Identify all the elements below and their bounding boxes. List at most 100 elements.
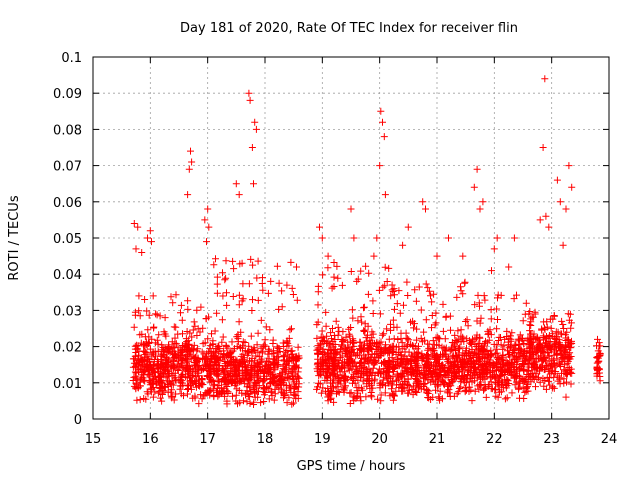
data-point [379, 283, 387, 291]
data-point [482, 393, 490, 401]
data-point [213, 280, 221, 288]
data-point [516, 364, 524, 372]
data-point [387, 292, 395, 300]
x-tick-label: 22 [486, 432, 503, 447]
data-point [562, 334, 570, 342]
data-point [251, 118, 259, 126]
data-point [240, 397, 247, 405]
data-point [459, 333, 467, 341]
data-point [184, 297, 192, 305]
data-point [132, 384, 140, 392]
data-point [439, 300, 447, 308]
data-point [393, 300, 401, 308]
data-point [330, 273, 338, 281]
data-point [254, 257, 262, 265]
data-point [429, 345, 437, 353]
x-axis-label: GPS time / hours [297, 459, 406, 474]
data-point [381, 191, 389, 199]
data-point [211, 359, 219, 367]
data-point [521, 388, 529, 396]
data-point [593, 353, 601, 361]
data-point [256, 375, 264, 383]
data-point [283, 347, 291, 354]
data-point [144, 234, 151, 242]
data-point [545, 352, 553, 360]
data-point [369, 297, 377, 305]
data-point [318, 359, 326, 367]
data-point [251, 388, 259, 396]
data-point [474, 291, 482, 299]
data-point [449, 352, 457, 360]
data-point [436, 387, 444, 395]
data-point [248, 144, 256, 151]
data-point [314, 346, 322, 354]
data-point [540, 356, 548, 364]
data-point [133, 396, 141, 404]
data-point [463, 316, 471, 324]
data-point [556, 380, 564, 388]
data-point [130, 323, 138, 331]
data-point [143, 388, 151, 396]
data-point [471, 387, 479, 395]
data-point [445, 234, 452, 242]
data-point [324, 264, 332, 272]
data-point [404, 341, 411, 349]
data-point [454, 362, 462, 370]
data-point [142, 395, 150, 403]
data-point [318, 337, 326, 345]
data-point [475, 350, 483, 358]
data-point [279, 339, 287, 347]
data-point [220, 375, 228, 382]
data-point [169, 381, 177, 389]
data-point [533, 369, 541, 377]
data-point [148, 370, 156, 378]
data-point [349, 346, 357, 354]
data-point [374, 395, 382, 403]
data-point [405, 382, 413, 390]
data-point [395, 287, 403, 295]
x-tick-label: 18 [257, 432, 274, 447]
data-point [232, 397, 240, 405]
data-point [131, 345, 139, 353]
data-point [229, 293, 237, 300]
data-point [318, 327, 326, 335]
data-point [413, 336, 421, 344]
y-tick-label: 0.1 [61, 51, 82, 66]
data-point [215, 391, 223, 399]
data-point [314, 379, 322, 387]
data-point [480, 386, 487, 394]
x-tick-label: 16 [142, 432, 159, 447]
data-point [538, 347, 546, 355]
data-point [480, 292, 488, 300]
data-point [254, 296, 262, 304]
data-point [260, 341, 268, 349]
data-point [440, 364, 448, 372]
data-point [566, 344, 574, 352]
data-point [314, 349, 321, 357]
data-point [422, 280, 430, 288]
data-point [218, 316, 226, 324]
data-point [421, 336, 429, 344]
data-point [389, 396, 397, 404]
data-point [341, 374, 349, 382]
data-point [483, 365, 491, 373]
data-point [384, 379, 392, 387]
data-point [189, 326, 197, 334]
data-point [229, 257, 237, 265]
data-point [448, 353, 456, 361]
data-point [536, 378, 544, 386]
data-point [252, 352, 260, 360]
data-point [217, 384, 225, 392]
data-point [516, 379, 524, 387]
data-point [250, 372, 258, 380]
data-point [186, 377, 194, 385]
data-point [371, 359, 379, 366]
data-point [285, 342, 293, 350]
data-point [317, 341, 325, 349]
data-point [193, 306, 201, 314]
data-point [362, 355, 370, 363]
data-point [212, 349, 220, 357]
data-point [191, 394, 199, 402]
data-point [377, 369, 385, 377]
data-point [412, 297, 420, 305]
